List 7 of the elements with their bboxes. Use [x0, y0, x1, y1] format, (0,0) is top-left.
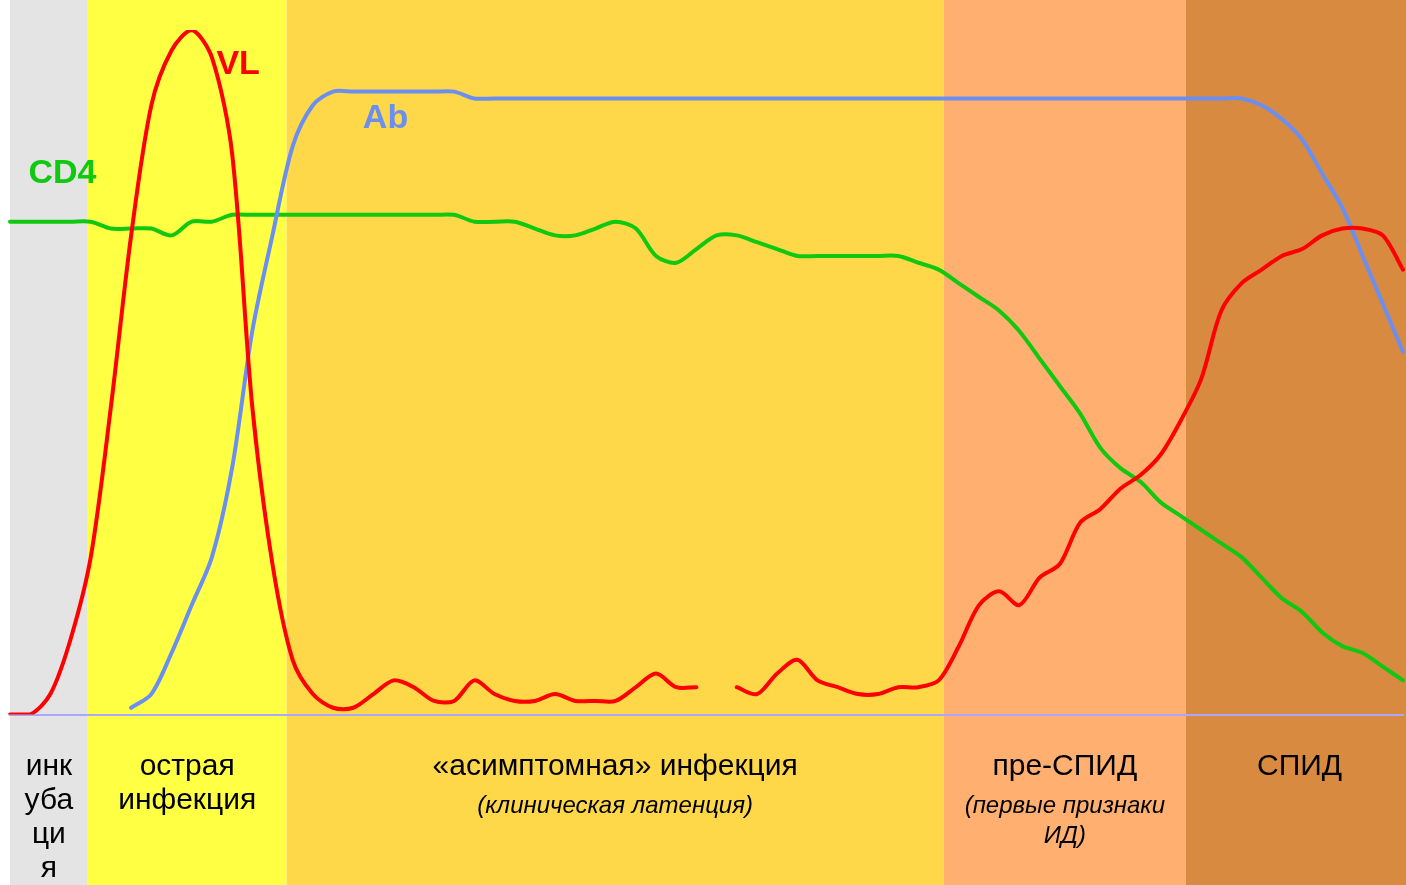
text: «асимптомная» инфекция (клиническая латенция): [432, 747, 798, 818]
series-label: VL: [216, 42, 260, 81]
series-label: Ab: [362, 97, 409, 136]
text: пре-СПИД (первые признаки ИД): [964, 747, 1166, 848]
text: СПИД: [1256, 747, 1343, 781]
text: инкубация: [24, 747, 74, 883]
text: острая инфекция: [118, 747, 257, 815]
